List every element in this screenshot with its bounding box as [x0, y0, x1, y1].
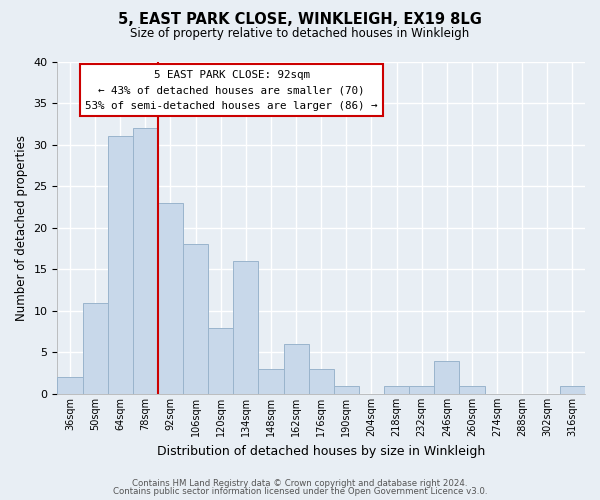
Bar [560, 386, 585, 394]
Bar [334, 386, 359, 394]
Bar [460, 386, 485, 394]
Bar [409, 386, 434, 394]
Bar [107, 136, 133, 394]
Bar [208, 328, 233, 394]
Y-axis label: Number of detached properties: Number of detached properties [15, 135, 28, 321]
Bar [83, 302, 107, 394]
Bar [133, 128, 158, 394]
Text: Contains HM Land Registry data © Crown copyright and database right 2024.: Contains HM Land Registry data © Crown c… [132, 478, 468, 488]
Bar [308, 369, 334, 394]
Text: 5, EAST PARK CLOSE, WINKLEIGH, EX19 8LG: 5, EAST PARK CLOSE, WINKLEIGH, EX19 8LG [118, 12, 482, 28]
Text: Contains public sector information licensed under the Open Government Licence v3: Contains public sector information licen… [113, 487, 487, 496]
Bar [58, 378, 83, 394]
Bar [384, 386, 409, 394]
Bar [158, 203, 183, 394]
Bar [233, 261, 259, 394]
Text: 5 EAST PARK CLOSE: 92sqm
← 43% of detached houses are smaller (70)
53% of semi-d: 5 EAST PARK CLOSE: 92sqm ← 43% of detach… [85, 70, 378, 111]
X-axis label: Distribution of detached houses by size in Winkleigh: Distribution of detached houses by size … [157, 444, 485, 458]
Text: Size of property relative to detached houses in Winkleigh: Size of property relative to detached ho… [130, 28, 470, 40]
Bar [183, 244, 208, 394]
Bar [259, 369, 284, 394]
Bar [434, 361, 460, 394]
Bar [284, 344, 308, 394]
